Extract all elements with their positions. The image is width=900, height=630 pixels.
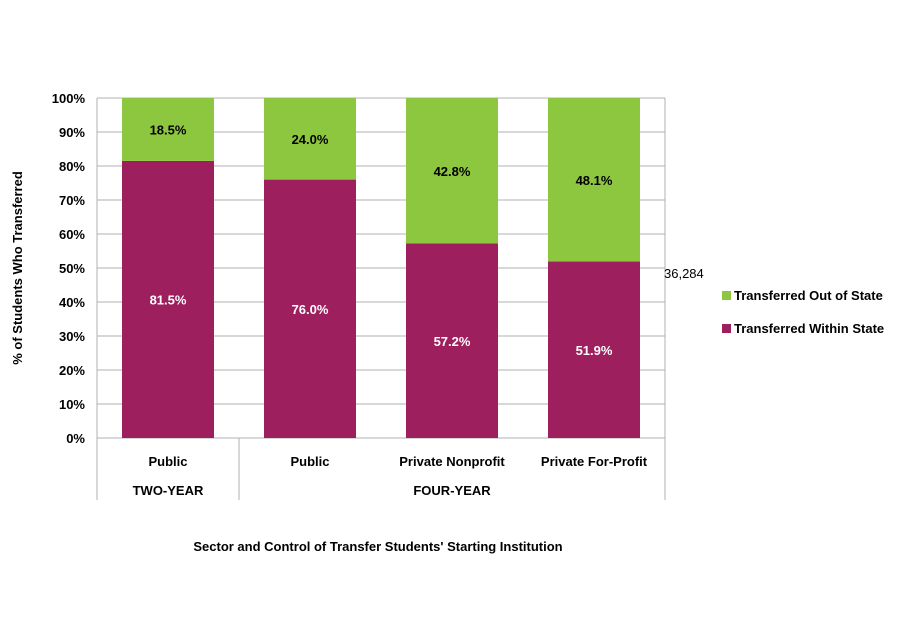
x-tick-label: Private For-Profit [541,454,648,469]
data-label: 81.5% [150,292,187,307]
y-tick-label: 40% [59,295,85,310]
legend-label: Transferred Within State [734,321,884,336]
y-tick-label: 80% [59,159,85,174]
x-tick-label: Private Nonprofit [399,454,505,469]
y-tick-label: 0% [66,431,85,446]
bar-segment [122,98,214,161]
x-axis-label: Sector and Control of Transfer Students'… [193,539,562,554]
x-tick-label: Public [290,454,329,469]
annotation: 36,284 [664,266,704,281]
y-tick-label: 60% [59,227,85,242]
legend-swatch [722,291,731,300]
x-tick-label: Public [148,454,187,469]
data-label: 51.9% [576,343,613,358]
data-label: 57.2% [434,334,471,349]
y-tick-label: 10% [59,397,85,412]
y-tick-label: 100% [52,91,86,106]
bar-segment [406,98,498,244]
data-label: 18.5% [150,122,187,137]
y-tick-label: 50% [59,261,85,276]
group-label: TWO-YEAR [133,483,204,498]
y-tick-label: 90% [59,125,85,140]
y-axis-label: % of Students Who Transferred [10,171,25,365]
data-label: 42.8% [434,164,471,179]
bar-segment [548,261,640,438]
bar-segment [548,98,640,262]
bar-segment [406,243,498,438]
data-label: 24.0% [292,132,329,147]
group-label: FOUR-YEAR [413,483,491,498]
bar-segment [264,179,356,438]
data-label: 76.0% [292,302,329,317]
y-tick-label: 30% [59,329,85,344]
bar-segment [122,160,214,438]
bar-segment [264,98,356,180]
y-tick-label: 70% [59,193,85,208]
legend-swatch [722,324,731,333]
data-label: 48.1% [576,173,613,188]
y-tick-label: 20% [59,363,85,378]
legend-label: Transferred Out of State [734,288,883,303]
